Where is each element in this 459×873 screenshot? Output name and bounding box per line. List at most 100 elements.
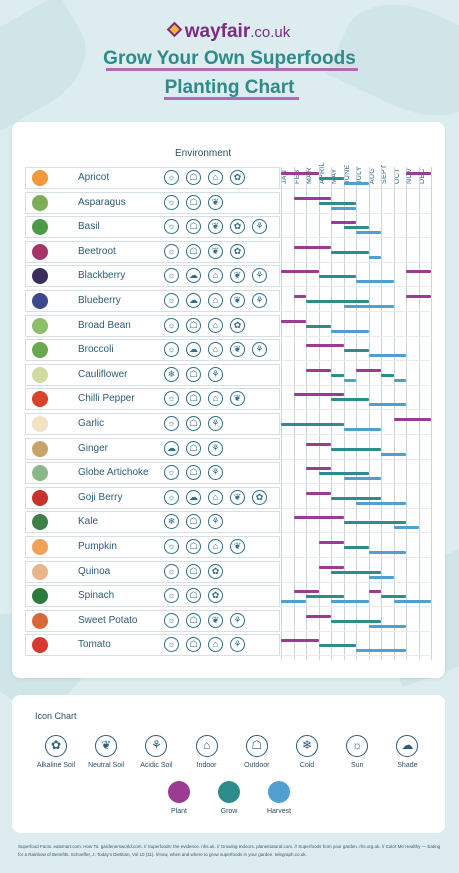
crop-illustration-icon — [32, 489, 48, 506]
legend-label: Sun — [350, 762, 364, 769]
month-gridline — [318, 167, 320, 660]
outdoor-icon: ☖ — [186, 194, 201, 210]
outdoor-icon: ☖ — [186, 514, 201, 530]
crop-row: Ginger ☁ ☖ ⚘ — [25, 437, 432, 460]
crop-illustration-icon — [32, 612, 48, 629]
cold-icon: ❄ — [164, 514, 179, 530]
grow-bar — [343, 521, 406, 525]
neutral-soil-icon: ❦ — [208, 194, 223, 210]
crop-name: Quinoa — [78, 565, 111, 577]
brand-logo[interactable]: wayfair.co.uk — [0, 21, 459, 43]
wayfair-logo-icon — [166, 21, 183, 38]
row-divider — [280, 606, 430, 608]
row-divider — [280, 261, 430, 263]
sun-icon: ☼ — [164, 317, 179, 333]
acidic-soil-icon: ⚘ — [145, 735, 168, 757]
legend-label: Neutral Soil — [88, 762, 125, 769]
harvest-bar — [356, 501, 406, 505]
sun-icon: ☼ — [164, 342, 179, 358]
row-divider — [280, 458, 430, 460]
indoor-icon: ⌂ — [208, 342, 223, 358]
crop-row: Broad Bean ☼ ☖ ⌂ ✿ — [25, 314, 432, 337]
brand-tld: .co.uk — [250, 24, 291, 41]
sun-icon: ☼ — [164, 539, 179, 554]
plant-bar — [306, 491, 331, 495]
cold-icon: ❄ — [164, 366, 179, 382]
crop-illustration-icon — [32, 391, 48, 408]
outdoor-icon: ☖ — [186, 440, 201, 456]
plant-bar — [306, 467, 331, 471]
row-divider — [280, 384, 430, 386]
plant-bar — [318, 541, 344, 544]
row-divider — [280, 188, 430, 189]
row-divider — [280, 409, 430, 411]
harvest-bar — [393, 378, 406, 382]
legend-label: Grow — [220, 808, 238, 815]
alkaline-soil-icon: ✿ — [208, 563, 223, 579]
acidic-soil-icon: ⚘ — [252, 219, 267, 235]
crop-row: Chilli Pepper ☼ ☖ ⌂ ❦ — [25, 388, 432, 411]
row-divider — [280, 507, 430, 509]
crop-illustration-icon — [32, 465, 48, 482]
crop-name: Apricot — [78, 172, 110, 183]
legend-label: Harvest — [266, 808, 292, 815]
row-divider — [280, 655, 430, 657]
legend-acidic-soil: ⚘ Acidic Soil — [126, 735, 186, 769]
legend-indoor: ⌂ Indoor — [177, 735, 237, 769]
crop-row: Tomato ☼ ☖ ⌂ ⚘ — [25, 634, 432, 657]
grow-swatch — [218, 781, 240, 803]
plant-bar — [406, 295, 431, 298]
grow-bar — [331, 373, 344, 377]
grow-bar — [281, 423, 344, 426]
crop-illustration-icon — [32, 194, 48, 211]
alkaline-soil-icon: ✿ — [230, 219, 245, 235]
legend-label: Plant — [171, 808, 187, 815]
outdoor-icon: ☖ — [186, 588, 201, 604]
harvest-bar — [368, 354, 406, 358]
crop-name: Sweet Potato — [78, 614, 138, 626]
crop-row: Sweet Potato ☼ ☖ ❦ ⚘ — [25, 609, 432, 632]
grow-bar — [343, 349, 369, 353]
title-underline — [106, 68, 358, 71]
crop-row: Garlic ☼ ☖ ⚘ — [25, 413, 432, 435]
row-divider — [280, 360, 430, 362]
harvest-bar — [368, 403, 406, 407]
crop-name: Kale — [78, 516, 99, 528]
harvest-bar — [331, 329, 369, 333]
grow-bar — [381, 595, 406, 599]
legend-alkaline-soil: ✿ Alkaline Soil — [26, 735, 86, 769]
harvest-bar — [368, 575, 394, 579]
crop-row: Quinoa ☼ ☖ ✿ — [25, 560, 432, 583]
legend-label: Shade — [397, 762, 418, 769]
outdoor-icon: ☖ — [186, 563, 201, 579]
legend-label: Indoor — [196, 762, 217, 769]
month-gridline — [431, 167, 432, 660]
row-divider — [280, 630, 430, 632]
plant-bar — [293, 245, 331, 249]
crop-row: Blueberry ☼ ☁ ⌂ ❦ ⚘ — [25, 290, 432, 312]
neutral-soil-icon: ❦ — [208, 243, 223, 259]
plant-bar — [293, 393, 344, 397]
month-gridline — [331, 167, 332, 660]
alkaline-soil-icon: ✿ — [230, 317, 245, 333]
planting-chart: Environment JANFEBMARAPRILMAYJUNEJULYAUG… — [12, 122, 445, 678]
month-gridline — [306, 167, 307, 660]
crop-illustration-icon — [32, 317, 48, 334]
crop-illustration-icon — [32, 563, 48, 580]
grow-bar — [331, 570, 381, 574]
legend-label: Outdoor — [244, 762, 270, 769]
month-gridline — [393, 167, 395, 660]
outdoor-icon: ☖ — [186, 391, 201, 407]
crop-row: Basil ☼ ☖ ❦ ✿ ⚘ — [25, 216, 432, 239]
plant-bar — [331, 221, 356, 225]
crop-row: Globe Artichoke ☼ ☖ ⚘ — [25, 462, 432, 485]
crop-row: Broccoli ☼ ☁ ⌂ ❦ ⚘ — [25, 339, 432, 362]
page-title: Grow Your Own Superfoods — [103, 48, 356, 69]
plant-bar — [293, 295, 306, 298]
shade-icon: ☁ — [186, 293, 201, 308]
crop-illustration-icon — [32, 539, 48, 555]
plant-bar — [293, 590, 319, 594]
plant-swatch — [168, 781, 190, 803]
row-divider — [280, 434, 430, 435]
sun-icon: ☼ — [164, 170, 179, 185]
